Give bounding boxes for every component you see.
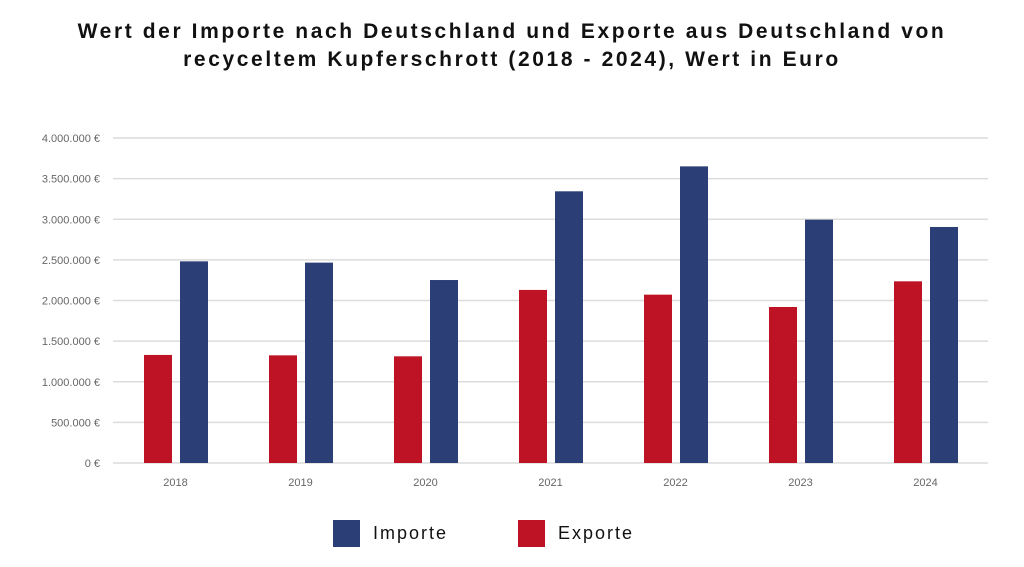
bar-exporte-2020 bbox=[394, 356, 422, 463]
bar-importe-2020 bbox=[430, 280, 458, 463]
y-tick-label: 0 € bbox=[85, 458, 100, 470]
bar-importe-2022 bbox=[680, 166, 708, 463]
chart-title: Wert der Importe nach Deutschland und Ex… bbox=[0, 18, 1024, 74]
bar-exporte-2019 bbox=[269, 355, 297, 463]
x-tick-label: 2024 bbox=[913, 477, 937, 489]
bar-importe-2018 bbox=[180, 261, 208, 463]
legend-swatch-importe bbox=[333, 520, 360, 547]
x-tick-label: 2020 bbox=[413, 477, 437, 489]
y-tick-label: 500.000 € bbox=[51, 417, 100, 429]
bar-exporte-2021 bbox=[519, 289, 547, 463]
legend-label-importe: Importe bbox=[373, 523, 449, 543]
legend-item-exporte: Exporte bbox=[518, 520, 634, 547]
bar-exporte-2018 bbox=[144, 354, 172, 463]
x-tick-label: 2023 bbox=[788, 477, 812, 489]
x-tick-label: 2022 bbox=[663, 477, 687, 489]
y-tick-label: 1.000.000 € bbox=[42, 377, 100, 389]
bar-exporte-2024 bbox=[894, 281, 922, 463]
chart-title-line-2: recyceltem Kupferschrott (2018 - 2024), … bbox=[183, 48, 841, 71]
y-tick-label: 3.500.000 € bbox=[42, 174, 100, 186]
bar-importe-2024 bbox=[930, 226, 958, 463]
y-tick-label: 4.000.000 € bbox=[42, 133, 100, 145]
bar-exporte-2022 bbox=[644, 294, 672, 463]
y-tick-label: 2.000.000 € bbox=[42, 296, 100, 308]
x-tick-label: 2019 bbox=[288, 477, 312, 489]
legend-item-importe: Importe bbox=[333, 520, 448, 547]
y-tick-label: 1.500.000 € bbox=[42, 336, 100, 348]
y-tick-label: 2.500.000 € bbox=[42, 255, 100, 267]
bar-exporte-2023 bbox=[769, 307, 797, 463]
chart-title-line-1: Wert der Importe nach Deutschland und Ex… bbox=[77, 20, 947, 43]
x-tick-label: 2021 bbox=[538, 477, 562, 489]
legend-label-exporte: Exporte bbox=[558, 523, 635, 543]
bar-importe-2021 bbox=[555, 191, 583, 464]
bar-importe-2019 bbox=[305, 262, 333, 463]
bar-importe-2023 bbox=[805, 219, 833, 463]
x-tick-label: 2018 bbox=[163, 477, 187, 489]
legend-swatch-exporte bbox=[518, 520, 545, 547]
y-tick-label: 3.000.000 € bbox=[42, 214, 100, 226]
